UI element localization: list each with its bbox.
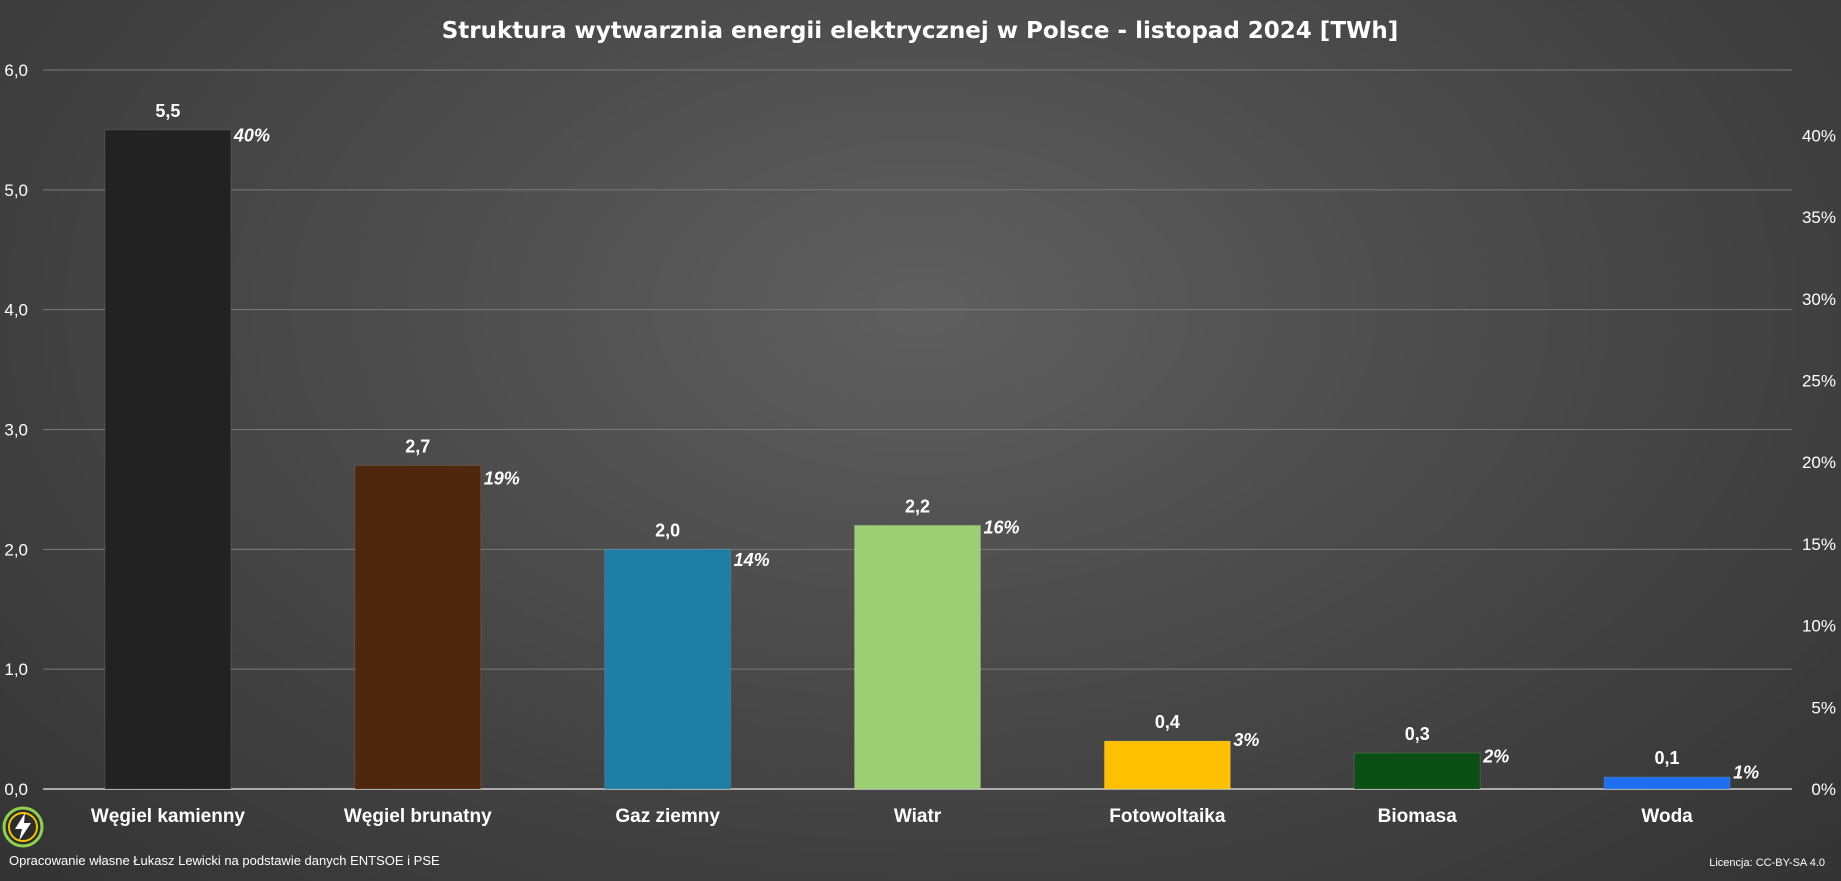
y2-tick-label: 5% bbox=[1811, 698, 1836, 717]
y2-tick-label: 0% bbox=[1811, 780, 1836, 799]
y2-tick-label: 40% bbox=[1802, 126, 1836, 145]
data-labels: 5,5 40% Węgiel kamienny 2,7 19% Węgiel brunat… bbox=[91, 101, 1759, 827]
y2-tick-label: 15% bbox=[1802, 535, 1836, 554]
category-label: Węgiel brunatny bbox=[344, 806, 492, 827]
license-note: Licencja: CC-BY-SA 4.0 bbox=[1709, 857, 1825, 869]
percent-label: 3% bbox=[1233, 730, 1259, 750]
category-label: Wiatr bbox=[894, 806, 942, 827]
percent-label: 40% bbox=[233, 125, 270, 145]
chart-title: Struktura wytwarznia energii elektryczne… bbox=[442, 18, 1399, 44]
value-label: 2,2 bbox=[905, 496, 930, 516]
y-tick-label: 0,0 bbox=[4, 780, 28, 799]
y2-tick-label: 30% bbox=[1802, 290, 1836, 309]
percent-label: 14% bbox=[734, 550, 770, 570]
bar bbox=[354, 464, 482, 790]
bar bbox=[104, 129, 232, 790]
right-axis-ticks: 0% 5% 10% 15% 20% 25% 30% 35% 40% bbox=[1802, 126, 1836, 799]
category-label: Węgiel kamienny bbox=[91, 806, 246, 827]
value-label: 2,0 bbox=[655, 520, 680, 540]
percent-label: 2% bbox=[1482, 746, 1509, 766]
gridlines bbox=[43, 69, 1792, 790]
y2-tick-label: 10% bbox=[1802, 617, 1836, 636]
y-tick-label: 5,0 bbox=[4, 181, 28, 200]
y2-tick-label: 20% bbox=[1802, 453, 1836, 472]
percent-label: 19% bbox=[484, 469, 520, 489]
y-tick-label: 2,0 bbox=[4, 540, 28, 559]
bar bbox=[1353, 752, 1481, 790]
y-tick-label: 3,0 bbox=[4, 421, 28, 440]
y-tick-label: 1,0 bbox=[4, 660, 28, 679]
bar bbox=[1103, 740, 1231, 790]
category-label: Biomasa bbox=[1378, 806, 1458, 827]
y2-tick-label: 25% bbox=[1802, 371, 1836, 390]
left-axis-ticks: 0,0 1,0 2,0 3,0 4,0 5,0 6,0 bbox=[4, 61, 28, 799]
category-label: Gaz ziemny bbox=[615, 806, 720, 827]
value-label: 0,4 bbox=[1155, 712, 1180, 732]
lightning-bolt-icon bbox=[2, 806, 44, 848]
y-tick-label: 4,0 bbox=[4, 301, 28, 320]
value-label: 2,7 bbox=[405, 436, 430, 456]
category-label: Fotowoltaika bbox=[1109, 806, 1226, 827]
source-note: Opracowanie własne Łukasz Lewicki na pod… bbox=[9, 853, 440, 868]
bar bbox=[854, 524, 981, 790]
percent-label: 1% bbox=[1733, 763, 1759, 783]
value-label: 5,5 bbox=[155, 101, 180, 121]
bars bbox=[104, 129, 1731, 790]
bar bbox=[1603, 776, 1731, 790]
value-label: 0,3 bbox=[1405, 724, 1430, 744]
percent-label: 16% bbox=[984, 518, 1020, 538]
y2-tick-label: 35% bbox=[1802, 208, 1836, 227]
bar bbox=[604, 548, 732, 790]
value-label: 0,1 bbox=[1655, 748, 1680, 768]
y-tick-label: 6,0 bbox=[4, 61, 28, 80]
category-label: Woda bbox=[1641, 806, 1693, 827]
